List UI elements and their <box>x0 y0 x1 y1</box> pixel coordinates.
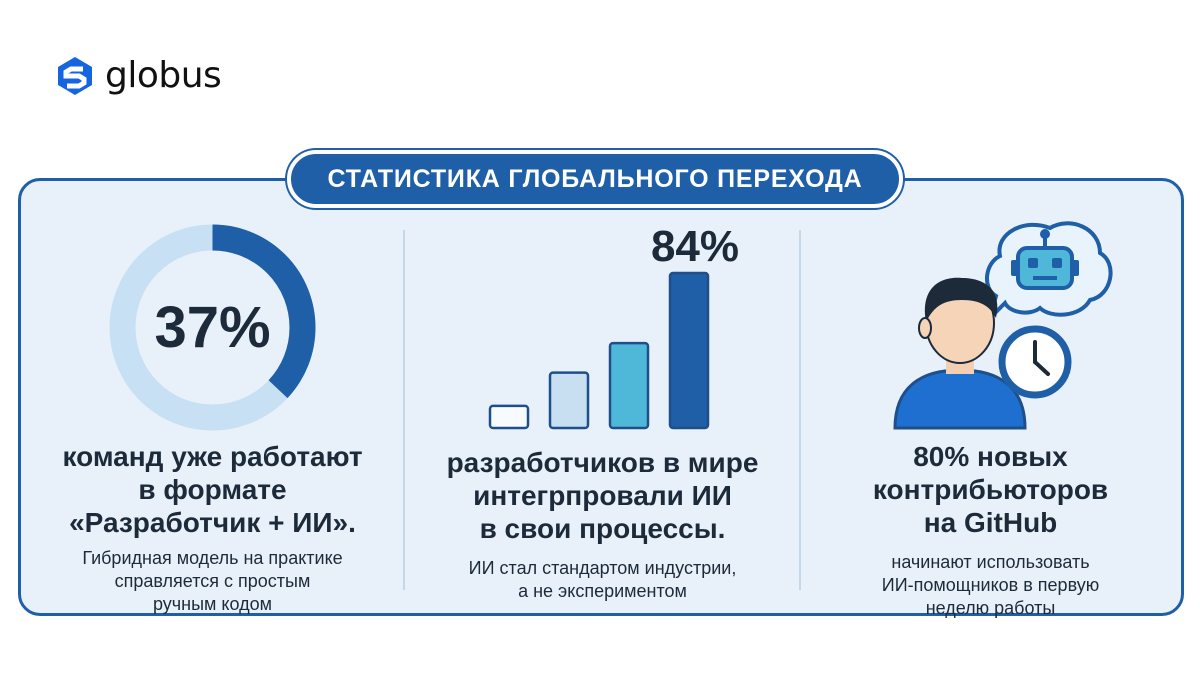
stat-3-subtext: начинают использовать ИИ-помощников в пе… <box>818 551 1163 620</box>
stat-2-text: разработчиков в мире интегрпровали ИИ в … <box>420 446 785 603</box>
headline-line: разработчиков в мире <box>446 447 759 478</box>
headline-line: команд уже работают <box>62 441 363 472</box>
subtext-line: Гибридная модель на практике <box>82 548 343 568</box>
stat-2-subtext: ИИ стал стандартом индустрии, а не экспе… <box>420 557 785 603</box>
headline-line: на GitHub <box>923 507 1058 538</box>
developer-illustration <box>890 218 1120 433</box>
subtext-line: ручным кодом <box>152 594 273 614</box>
globus-logo-icon <box>58 56 92 95</box>
column-divider <box>799 230 801 590</box>
bar-chart-value: 84% <box>650 222 740 271</box>
column-divider <box>403 230 405 590</box>
donut-chart: 37% <box>105 220 320 435</box>
bar-3 <box>608 341 650 430</box>
headline-line: в свои процессы. <box>479 513 726 544</box>
robot-icon <box>1011 229 1079 290</box>
subtext-line: справляется с простым <box>114 571 311 591</box>
bar-1 <box>488 404 530 430</box>
stat-3-text: 80% новых контрибьюторов на GitHub начин… <box>818 440 1163 620</box>
headline-line: контрибьюторов <box>872 474 1109 505</box>
headline-line: «Разработчик + ИИ». <box>69 507 356 538</box>
stat-2-headline: разработчиков в мире интегрпровали ИИ в … <box>420 446 785 545</box>
person-icon <box>893 277 1027 430</box>
subtext-line: ИИ-помощников в первую <box>881 575 1100 595</box>
bar-4 <box>668 271 710 430</box>
brand-name: globus <box>105 55 222 96</box>
clock-icon <box>998 325 1072 399</box>
donut-arc <box>109 224 316 431</box>
banner-title: СТАТИСТИКА ГЛОБАЛЬНОГО ПЕРЕХОДА <box>327 164 863 193</box>
section-banner: СТАТИСТИКА ГЛОБАЛЬНОГО ПЕРЕХОДА <box>287 150 903 208</box>
subtext-line: а не экспериментом <box>518 581 687 601</box>
subtext-line: начинают использовать <box>891 552 1090 572</box>
donut-value: 37% <box>154 295 271 360</box>
headline-line: 80% новых <box>913 441 1068 472</box>
stat-1-headline: команд уже работают в формате «Разработч… <box>40 440 385 539</box>
stat-1-subtext: Гибридная модель на практике справляется… <box>40 547 385 616</box>
headline-line: интегрпровали ИИ <box>473 480 732 511</box>
subtext-line: неделю работы <box>925 598 1056 618</box>
stat-1-text: команд уже работают в формате «Разработч… <box>40 440 385 616</box>
headline-line: в формате <box>138 474 287 505</box>
subtext-line: ИИ стал стандартом индустрии, <box>468 558 737 578</box>
bar-2 <box>548 371 590 430</box>
stat-3-headline: 80% новых контрибьюторов на GitHub <box>818 440 1163 539</box>
brand-logo: globus <box>55 55 222 96</box>
bar-chart <box>470 225 750 435</box>
